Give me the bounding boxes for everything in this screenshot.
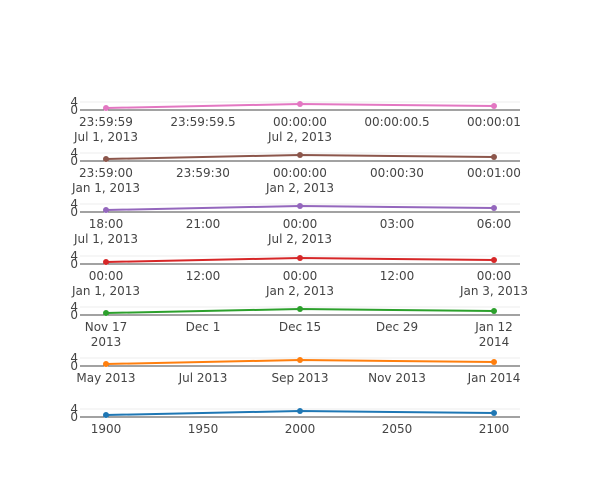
data-point: [103, 259, 109, 265]
x-tick-label: 23:59:30: [176, 166, 230, 180]
x-tick-sublabel: 2014: [479, 335, 510, 349]
x-tick-label: Dec 1: [186, 320, 221, 334]
x-tick-label: 00:00:00: [273, 115, 327, 129]
y-tick-label: 4: [70, 95, 78, 109]
x-tick-label: 00:00: [477, 269, 512, 283]
x-tick-label: Nov 17: [85, 320, 128, 334]
x-tick-sublabel: 2013: [91, 335, 122, 349]
subplot-6: 04 May 2013 Jul 2013 Sep 2013 Nov 2013 Jan 20…: [70, 351, 520, 385]
x-tick-label: 00:00: [283, 217, 318, 231]
x-tick-label: 00:01:00: [467, 166, 521, 180]
data-point: [103, 361, 109, 367]
x-tick-sublabel: Jul 1, 2013: [73, 130, 138, 144]
y-tick-label: 4: [70, 351, 78, 365]
x-tick-label: 21:00: [186, 217, 221, 231]
x-tick-label: 12:00: [380, 269, 415, 283]
y-tick-label: 4: [70, 146, 78, 160]
data-point: [297, 255, 303, 261]
data-point: [297, 101, 303, 107]
data-point: [491, 103, 497, 109]
data-point: [297, 357, 303, 363]
y-tick-label: 4: [70, 249, 78, 263]
y-tick-label: 0: [70, 154, 78, 168]
data-point: [103, 207, 109, 213]
x-tick-label: 23:59:59.5: [170, 115, 235, 129]
y-tick-label: 0: [70, 359, 78, 373]
x-tick-label: 00:00: [283, 269, 318, 283]
x-tick-label: 00:00: [89, 269, 124, 283]
x-tick-label: 23:59:00: [79, 166, 133, 180]
y-tick-label: 0: [70, 205, 78, 219]
x-tick-label: 03:00: [380, 217, 415, 231]
x-tick-label: Jan 2014: [467, 371, 521, 385]
data-point: [297, 203, 303, 209]
y-tick-label: 0: [70, 410, 78, 424]
x-tick-label: Nov 2013: [368, 371, 426, 385]
x-tick-label: 18:00: [89, 217, 124, 231]
data-point: [297, 152, 303, 158]
data-point: [491, 257, 497, 263]
x-tick-label: 06:00: [477, 217, 512, 231]
x-tick-label: May 2013: [76, 371, 135, 385]
data-point: [103, 105, 109, 111]
y-tick-label: 0: [70, 257, 78, 271]
y-tick-label: 4: [70, 197, 78, 211]
x-tick-label: Jan 12: [474, 320, 513, 334]
data-point: [491, 308, 497, 314]
data-point: [491, 154, 497, 160]
subplot-7: 04 1900 1950 2000 2050 2100: [70, 402, 520, 436]
x-tick-sublabel: Jan 2, 2013: [265, 181, 334, 195]
x-tick-label: 23:59:59: [79, 115, 133, 129]
x-tick-sublabel: Jan 1, 2013: [71, 284, 140, 298]
x-tick-sublabel: Jan 3, 2013: [459, 284, 528, 298]
x-tick-label: 00:00:01: [467, 115, 521, 129]
x-tick-sublabel: Jan 1, 2013: [71, 181, 140, 195]
x-tick-sublabel: Jan 2, 2013: [265, 284, 334, 298]
data-point: [491, 205, 497, 211]
x-tick-label: Dec 15: [279, 320, 321, 334]
data-point: [491, 359, 497, 365]
data-point: [491, 410, 497, 416]
x-tick-label: 00:00:30: [370, 166, 424, 180]
y-tick-label: 0: [70, 103, 78, 117]
x-tick-label: 00:00:00.5: [364, 115, 429, 129]
x-tick-label: Sep 2013: [272, 371, 329, 385]
x-tick-sublabel: Jul 1, 2013: [73, 232, 138, 246]
x-tick-sublabel: Jul 2, 2013: [267, 130, 332, 144]
x-tick-label: 1950: [188, 422, 219, 436]
data-point: [103, 412, 109, 418]
data-point: [103, 310, 109, 316]
x-tick-label: 12:00: [186, 269, 221, 283]
x-tick-label: 00:00:00: [273, 166, 327, 180]
y-tick-label: 0: [70, 308, 78, 322]
data-point: [297, 408, 303, 414]
data-point: [297, 306, 303, 312]
x-tick-label: 1900: [91, 422, 122, 436]
x-tick-sublabel: Jul 2, 2013: [267, 232, 332, 246]
x-tick-label: 2000: [285, 422, 316, 436]
data-point: [103, 156, 109, 162]
y-tick-label: 4: [70, 300, 78, 314]
y-tick-label: 4: [70, 402, 78, 416]
x-tick-label: Dec 29: [376, 320, 418, 334]
x-tick-label: Jul 2013: [178, 371, 228, 385]
x-tick-label: 2100: [479, 422, 510, 436]
x-tick-label: 2050: [382, 422, 413, 436]
